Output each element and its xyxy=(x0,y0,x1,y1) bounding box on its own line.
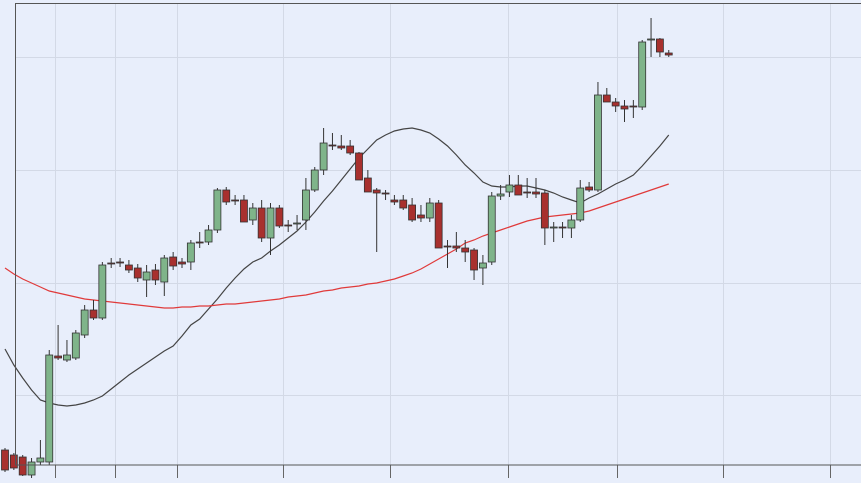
candle-body xyxy=(293,222,301,225)
candle-body xyxy=(63,354,71,361)
candle-body xyxy=(585,186,593,191)
candle-body xyxy=(231,199,240,202)
plot xyxy=(1,18,673,478)
candle-body xyxy=(381,192,390,195)
candle-body xyxy=(204,229,213,243)
candle-body xyxy=(284,224,293,227)
candle-body xyxy=(434,202,443,249)
candle-body xyxy=(647,38,655,41)
candle-body xyxy=(54,355,62,359)
candle-body xyxy=(80,309,89,336)
candle-body xyxy=(656,38,664,53)
candle-body xyxy=(337,145,346,149)
candle-body xyxy=(248,207,257,221)
candle-body xyxy=(496,193,505,197)
candle-body xyxy=(257,207,266,239)
candle-body xyxy=(107,262,116,265)
x-ticks xyxy=(55,465,831,478)
candle-body xyxy=(523,191,532,194)
candle-body xyxy=(602,94,611,103)
candle-body xyxy=(594,94,602,191)
candle-body xyxy=(372,189,381,194)
candle-body xyxy=(638,41,647,108)
candle-body xyxy=(629,105,638,108)
candle-body xyxy=(505,184,514,193)
candle-body xyxy=(328,144,337,147)
candle-body xyxy=(142,271,151,281)
candle-body xyxy=(390,199,399,203)
grid xyxy=(15,3,861,465)
candle-body xyxy=(408,204,417,221)
candle-body xyxy=(346,145,355,154)
candle-body xyxy=(355,152,363,181)
plot-frame xyxy=(15,3,861,466)
candle-body xyxy=(452,245,461,249)
candle-body xyxy=(36,457,45,463)
moving-average-line xyxy=(4,183,669,309)
candle-body xyxy=(310,169,319,191)
candle-body xyxy=(266,207,275,239)
candle-body xyxy=(558,226,567,229)
candle-body xyxy=(169,256,178,267)
candle-body xyxy=(664,52,673,56)
candle-body xyxy=(461,247,470,253)
candle-body xyxy=(301,189,310,221)
candle-body xyxy=(425,202,434,219)
candle-body xyxy=(89,309,98,319)
candle-body xyxy=(133,267,142,279)
candle-body xyxy=(417,214,425,219)
candle-body xyxy=(540,192,549,229)
candle-body xyxy=(611,101,620,107)
candle-body xyxy=(549,226,558,229)
candle-body xyxy=(532,191,540,195)
candle-body xyxy=(213,189,222,231)
candle-body xyxy=(71,332,80,359)
candle-body xyxy=(18,456,27,476)
candle-body xyxy=(240,199,248,223)
candle-body xyxy=(222,189,231,203)
candle-body xyxy=(576,187,585,221)
candle-body xyxy=(27,461,36,476)
candle-body xyxy=(195,241,204,244)
candle-body xyxy=(275,207,284,227)
candle-body xyxy=(470,249,478,271)
candle-body xyxy=(98,264,107,319)
candle-body xyxy=(1,449,9,471)
candle-body xyxy=(514,184,523,196)
candle-body xyxy=(443,245,452,248)
candle-body xyxy=(160,257,169,283)
candle-body xyxy=(399,199,408,209)
candle-body xyxy=(9,454,18,469)
candle-body xyxy=(620,105,629,110)
candle-body xyxy=(186,242,195,263)
candle-body xyxy=(363,177,372,193)
candle-body xyxy=(478,262,487,269)
candle-body xyxy=(178,261,186,265)
candle-body xyxy=(151,269,160,281)
candle-body xyxy=(567,219,576,229)
candle-body xyxy=(125,264,133,271)
candle-body xyxy=(487,195,496,263)
candle-body xyxy=(319,142,328,171)
candle-body xyxy=(45,354,54,463)
moving-average-line xyxy=(4,127,670,407)
candle-body xyxy=(116,261,124,264)
